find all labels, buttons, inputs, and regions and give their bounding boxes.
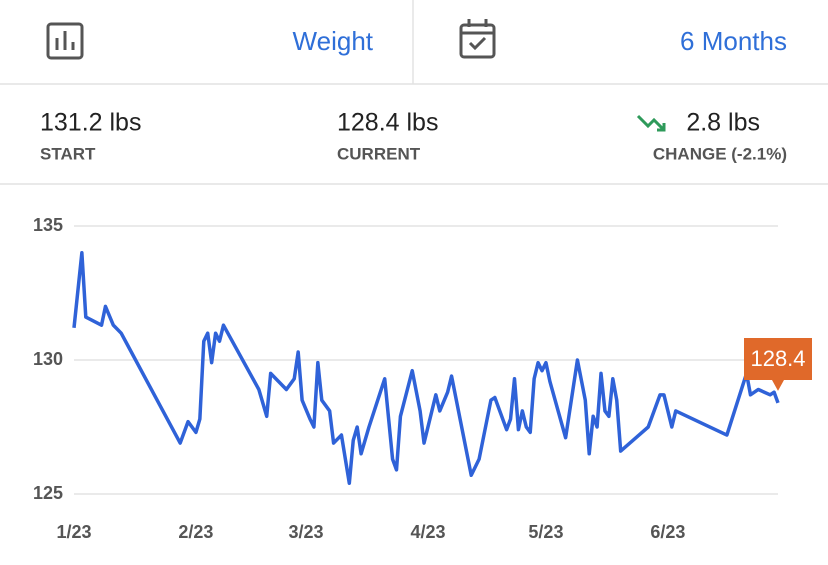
callout <box>744 338 812 391</box>
calendar-icon <box>459 23 496 59</box>
change-value: 2.8 lbs <box>686 109 760 137</box>
range-label[interactable]: 6 Months <box>680 26 787 56</box>
y-tick-label: 130 <box>33 349 63 369</box>
y-tick-label: 125 <box>33 483 63 503</box>
range-selector[interactable]: 6 Months <box>459 19 787 59</box>
chart-icon-bars <box>55 31 75 50</box>
calendar-icon-detail <box>461 19 494 51</box>
x-tick-label: 6/23 <box>650 522 685 542</box>
start-value: 131.2 lbs <box>40 109 141 137</box>
callout-label: 128.4 <box>750 346 805 371</box>
x-tick-label: 3/23 <box>289 522 324 542</box>
x-tick-label: 1/23 <box>56 522 91 542</box>
start-label: START <box>40 144 96 163</box>
x-tick-label: 4/23 <box>410 522 445 542</box>
x-tick-label: 2/23 <box>178 522 213 542</box>
metric-label[interactable]: Weight <box>293 26 374 56</box>
change-label: CHANGE (-2.1%) <box>653 144 787 163</box>
current-value: 128.4 lbs <box>337 109 438 137</box>
y-tick-label: 135 <box>33 215 63 235</box>
trend-icon <box>636 114 666 132</box>
metric-selector[interactable]: Weight <box>46 22 374 60</box>
current-label: CURRENT <box>337 144 421 163</box>
chart-icon <box>46 22 84 60</box>
x-tick-label: 5/23 <box>528 522 563 542</box>
line <box>72 251 780 486</box>
